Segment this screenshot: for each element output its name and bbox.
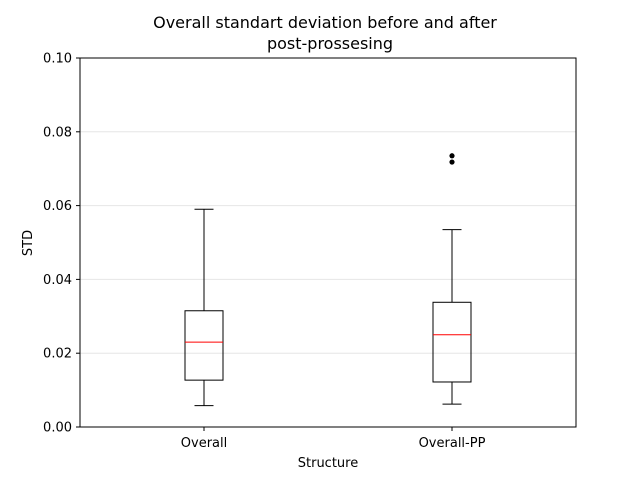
plot-area-frame xyxy=(79,57,577,428)
box-plot-overall xyxy=(184,208,224,407)
y-axis-label: STD xyxy=(21,230,36,256)
box-plot-series xyxy=(184,153,472,407)
x-tick-label: Overall xyxy=(181,436,227,451)
outlier-point xyxy=(449,159,455,165)
x-axis: Overall Overall-PP xyxy=(181,427,486,451)
y-tick-label: 0.02 xyxy=(43,347,72,362)
x-tick-label: Overall-PP xyxy=(419,436,486,451)
chart-title-line-2: post-prossesing xyxy=(267,34,393,53)
y-tick-label: 0.00 xyxy=(43,421,72,436)
interquartile-box xyxy=(432,301,472,383)
y-tick-label: 0.06 xyxy=(43,199,72,214)
y-tick-label: 0.10 xyxy=(43,52,72,67)
box-plot-overall-pp xyxy=(432,153,472,405)
y-axis: 0.00 0.02 0.04 0.06 0.08 0.10 xyxy=(43,52,80,436)
interquartile-box xyxy=(184,310,224,381)
outlier-point xyxy=(449,153,455,159)
grid-lines xyxy=(80,131,576,354)
y-tick-label: 0.08 xyxy=(43,125,72,140)
chart-title-line-1: Overall standart deviation before and af… xyxy=(153,13,497,32)
x-axis-label: Structure xyxy=(298,456,358,471)
y-tick-label: 0.04 xyxy=(43,273,72,288)
